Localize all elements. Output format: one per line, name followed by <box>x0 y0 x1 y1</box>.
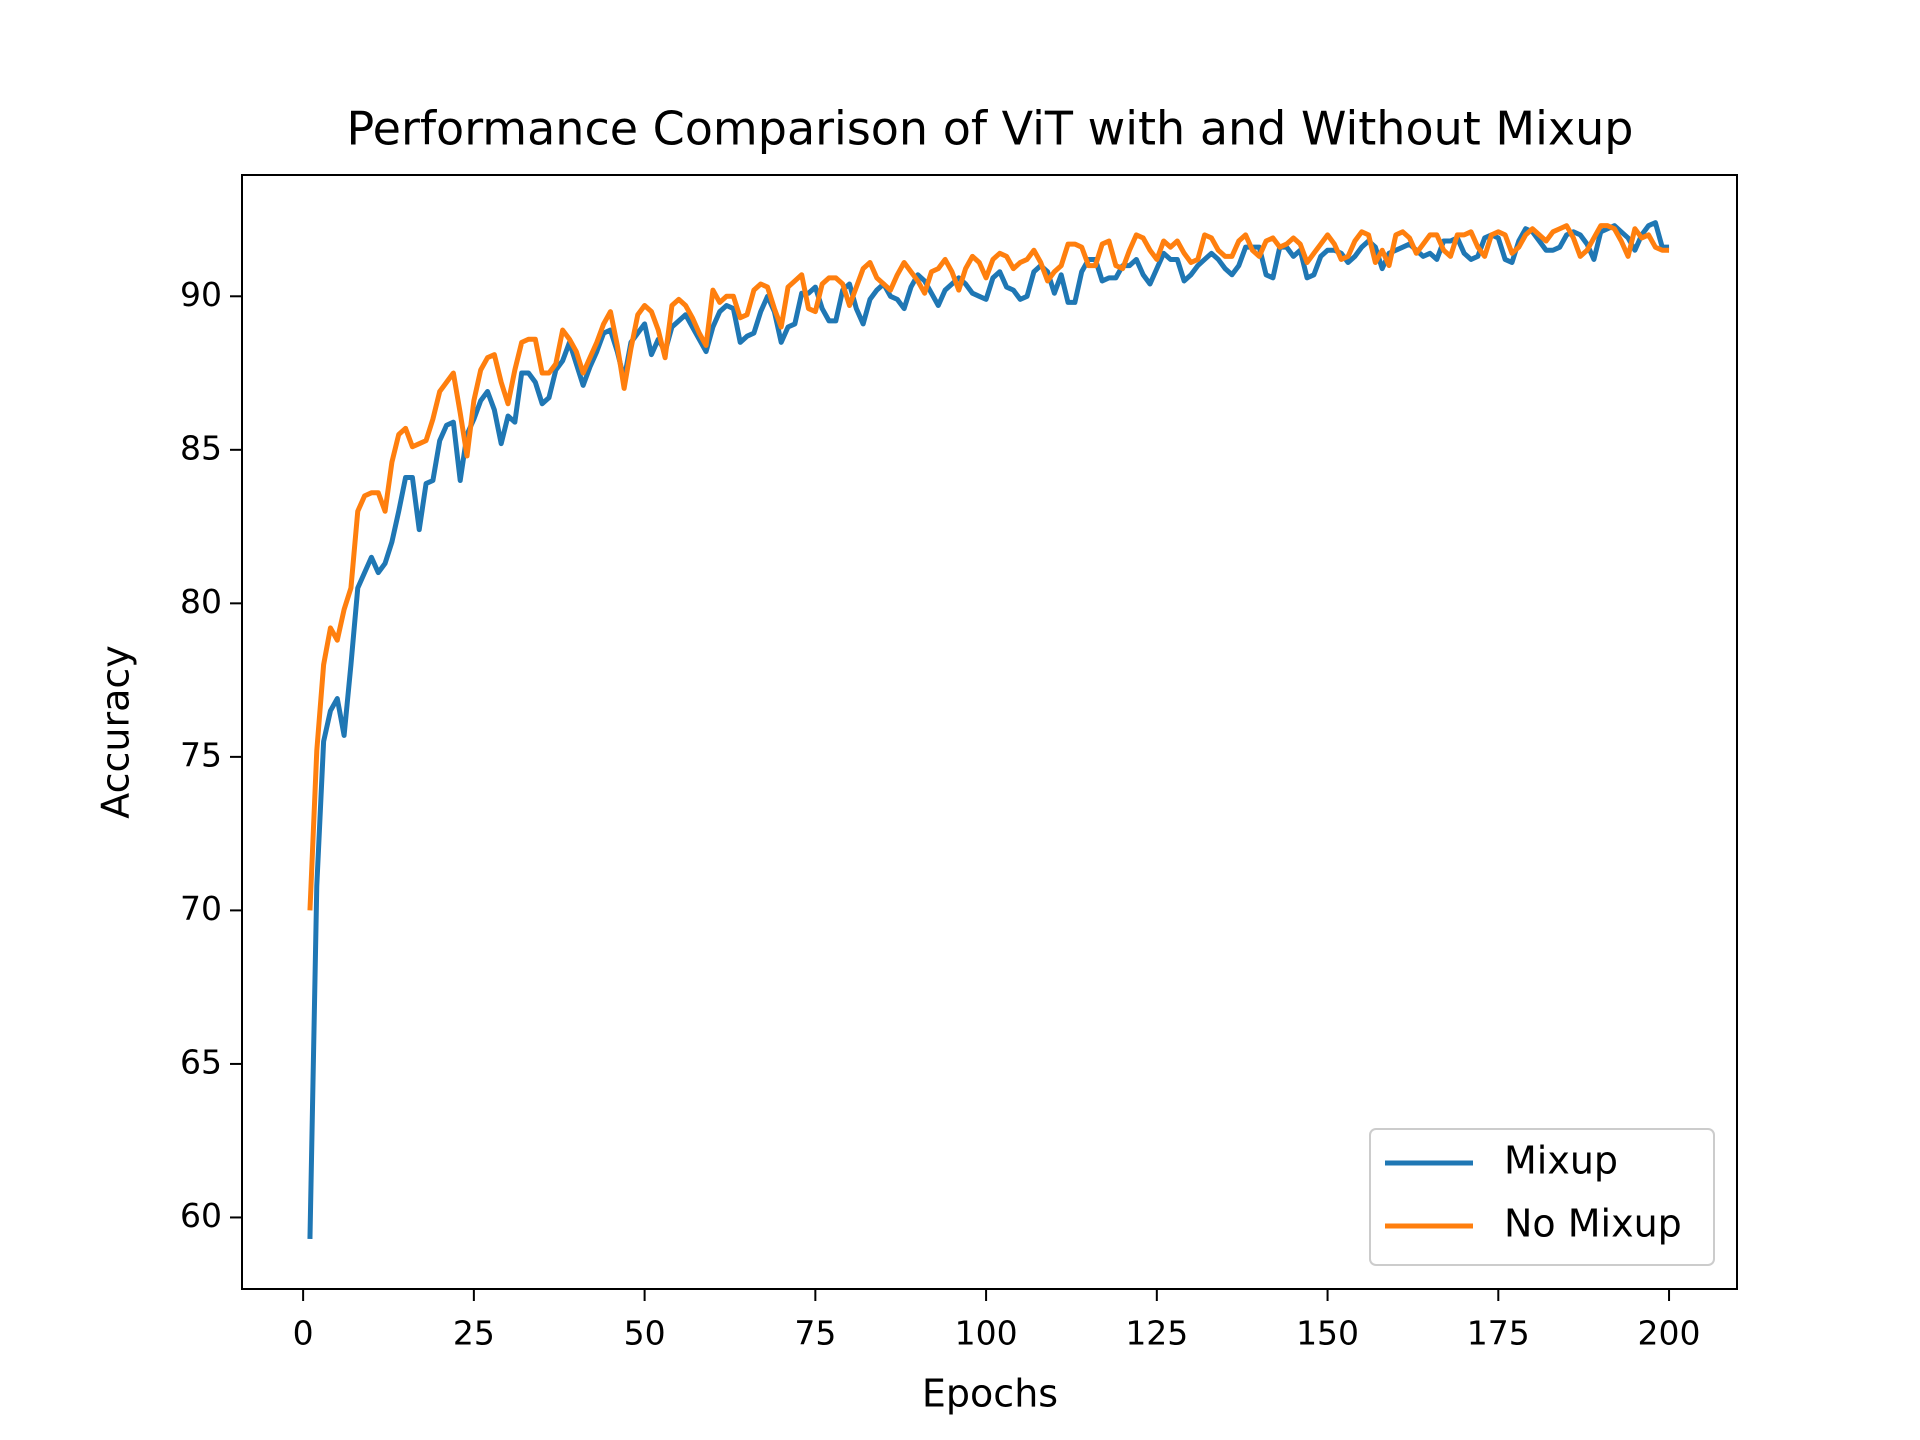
x-tick-label: 75 <box>794 1314 836 1353</box>
x-tick-label: 125 <box>1125 1314 1188 1353</box>
y-tick-label: 85 <box>180 428 222 467</box>
x-tick-label: 100 <box>955 1314 1018 1353</box>
y-tick-label: 90 <box>180 275 222 314</box>
x-tick-label: 50 <box>624 1314 666 1353</box>
x-tick-label: 25 <box>453 1314 495 1353</box>
y-tick-label: 65 <box>180 1042 222 1081</box>
x-axis-label: Epochs <box>922 1372 1058 1416</box>
legend-label: Mixup <box>1504 1139 1618 1183</box>
y-axis-label: Accuracy <box>94 645 138 819</box>
y-tick-label: 75 <box>180 735 222 774</box>
y-tick-label: 80 <box>180 582 222 621</box>
series-line <box>307 223 1670 911</box>
y-tick-label: 70 <box>180 889 222 928</box>
x-tick-label: 0 <box>293 1314 314 1353</box>
plot-frame <box>241 174 1738 1290</box>
chart-title: Performance Comparison of ViT with and W… <box>347 102 1634 156</box>
x-tick-label: 150 <box>1296 1314 1359 1353</box>
x-tick-label: 175 <box>1467 1314 1530 1353</box>
y-tick-label: 60 <box>180 1196 222 1235</box>
legend-label: No Mixup <box>1504 1202 1682 1246</box>
x-tick-label: 200 <box>1638 1314 1701 1353</box>
